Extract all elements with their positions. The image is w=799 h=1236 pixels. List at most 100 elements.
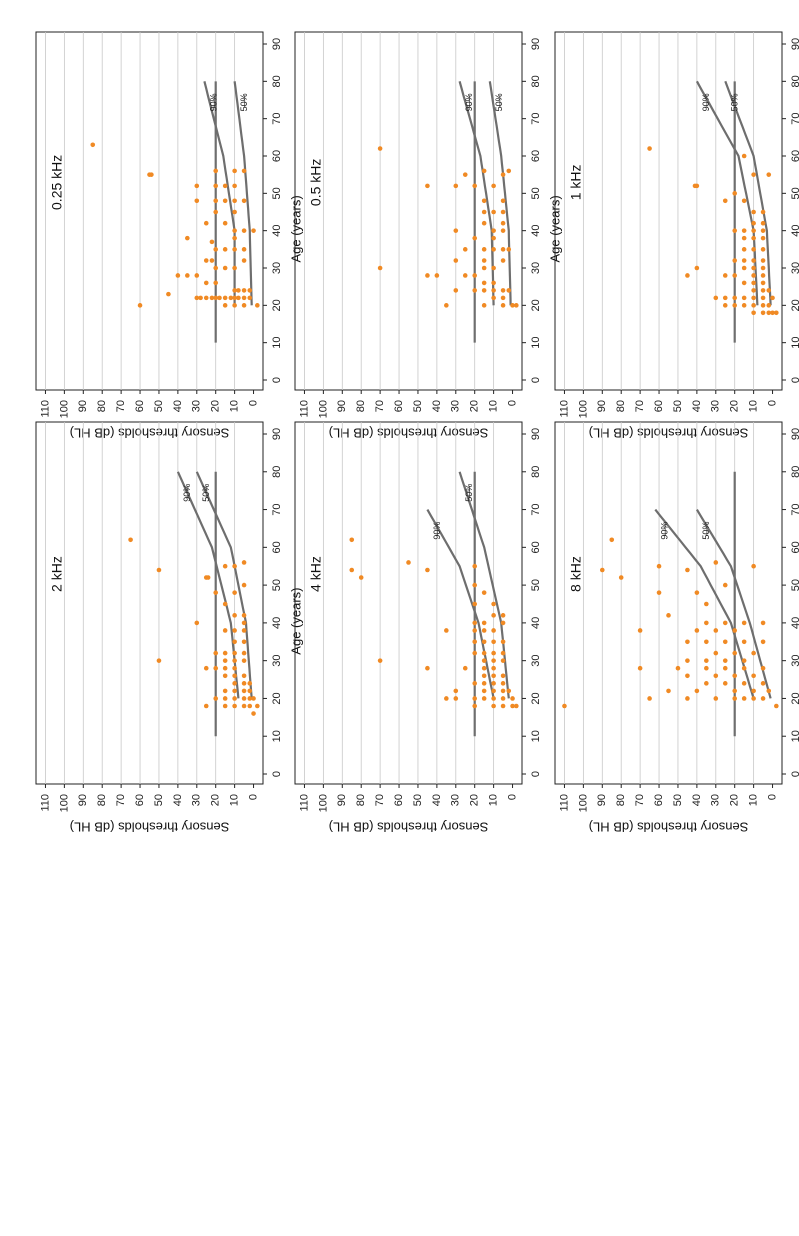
data-point xyxy=(203,665,209,671)
data-point xyxy=(232,303,237,308)
data-point xyxy=(704,658,709,663)
data-point xyxy=(358,575,364,580)
data-point xyxy=(514,703,519,709)
data-point xyxy=(203,258,209,263)
data-point xyxy=(472,696,478,701)
percentile-label: 90% xyxy=(701,93,711,111)
data-point xyxy=(500,639,506,645)
data-point xyxy=(481,220,487,226)
data-point xyxy=(500,303,506,308)
data-point xyxy=(741,247,747,252)
y-tick-label: 70 xyxy=(115,400,127,412)
x-tick-label: 80 xyxy=(530,75,542,87)
data-point xyxy=(241,658,247,663)
data-point xyxy=(232,613,237,618)
y-tick-label: 20 xyxy=(729,794,741,806)
data-point xyxy=(491,703,496,709)
percentile-label: 90% xyxy=(464,93,474,111)
data-point xyxy=(166,291,171,297)
data-point xyxy=(500,620,506,626)
x-tick-label: 90 xyxy=(271,428,283,440)
data-point xyxy=(766,172,772,177)
y-tick-label: 10 xyxy=(488,794,500,806)
y-axis-label: Sensory thresholds (dB HL) xyxy=(329,820,489,835)
data-point xyxy=(462,247,468,252)
data-point xyxy=(751,650,756,656)
data-point xyxy=(255,303,260,308)
data-point xyxy=(741,228,747,233)
data-point xyxy=(222,703,228,709)
data-point xyxy=(434,273,440,278)
data-point xyxy=(247,681,253,686)
data-point xyxy=(491,183,496,189)
data-point xyxy=(472,703,478,709)
y-tick-label: 60 xyxy=(134,794,146,806)
y-tick-label: 40 xyxy=(172,794,184,806)
data-point xyxy=(232,628,237,633)
data-point xyxy=(444,628,449,633)
data-point xyxy=(751,258,756,263)
chart-panel-1: 0 10 20 30 40 50 60 70 80 90 100 110 0 10 20 30 40 50 60 70… xyxy=(294,31,562,441)
data-point xyxy=(247,703,253,709)
data-point xyxy=(222,303,228,308)
x-tick-label: 50 xyxy=(530,187,542,199)
data-point xyxy=(732,696,738,701)
data-point xyxy=(774,310,779,316)
y-tick-label: 20 xyxy=(469,794,481,806)
data-point xyxy=(203,280,209,286)
data-point xyxy=(491,688,496,694)
data-point xyxy=(722,198,728,204)
data-point xyxy=(685,696,690,701)
data-point xyxy=(751,310,756,316)
data-point xyxy=(481,590,487,595)
data-point xyxy=(732,673,738,679)
data-point xyxy=(228,295,234,301)
percentile-label: 50% xyxy=(201,484,211,502)
x-tick-label: 60 xyxy=(530,150,542,162)
data-point xyxy=(149,172,154,177)
data-point xyxy=(232,696,237,701)
percentile-label: 90% xyxy=(432,522,442,540)
data-point xyxy=(685,639,690,645)
data-point xyxy=(599,567,605,573)
data-point xyxy=(205,575,211,580)
data-point xyxy=(481,628,487,633)
data-point xyxy=(760,247,766,252)
data-point xyxy=(481,198,487,204)
y-tick-label: 60 xyxy=(653,794,665,806)
data-point xyxy=(425,273,430,278)
y-tick-label: 50 xyxy=(672,400,684,412)
data-point xyxy=(732,258,738,263)
y-tick-label: 50 xyxy=(153,794,165,806)
y-tick-label: 100 xyxy=(577,794,589,812)
y-tick-label: 60 xyxy=(134,400,146,412)
data-point xyxy=(760,288,766,293)
data-point xyxy=(472,650,478,656)
chart-panel-0: 0 10 20 30 40 50 60 70 80 90 100 110 0 10 20 30 40 50 60 70… xyxy=(35,31,303,441)
data-point xyxy=(760,280,766,286)
x-tick-label: 50 xyxy=(790,579,799,591)
data-point xyxy=(241,688,247,694)
data-point xyxy=(222,665,228,671)
data-point xyxy=(751,673,756,679)
data-point xyxy=(213,650,219,656)
data-point xyxy=(491,288,496,293)
data-point xyxy=(481,209,487,215)
data-point xyxy=(232,235,237,241)
data-point xyxy=(500,703,506,709)
data-point xyxy=(453,228,459,233)
data-point xyxy=(472,582,478,588)
percentile-label: 50% xyxy=(730,93,740,111)
data-point xyxy=(462,665,468,671)
x-tick-label: 0 xyxy=(271,377,283,383)
data-point xyxy=(491,613,496,618)
data-point xyxy=(241,696,247,701)
percentile-label: 50% xyxy=(701,522,711,540)
data-point xyxy=(251,228,256,233)
chart-title: 1 kHz xyxy=(568,164,584,200)
data-point xyxy=(491,265,496,271)
data-point xyxy=(741,258,747,263)
x-tick-label: 50 xyxy=(271,579,283,591)
y-tick-label: 100 xyxy=(58,400,70,418)
y-tick-label: 110 xyxy=(558,794,570,812)
